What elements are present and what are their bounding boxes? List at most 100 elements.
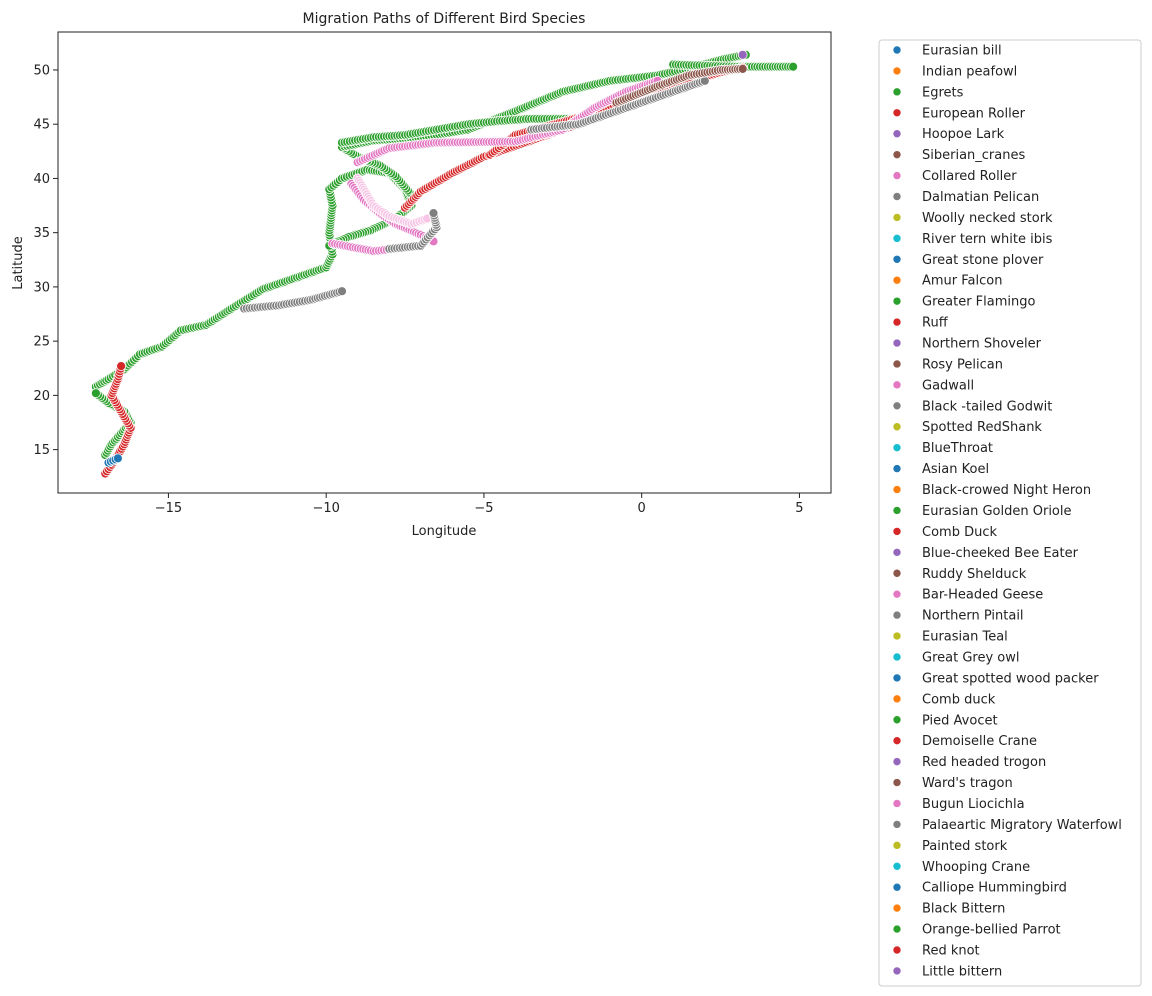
x-tick-label: 5 [795,501,803,516]
y-tick-label: 20 [33,389,50,404]
legend-label: Egrets [922,85,964,100]
legend-label: Eurasian Teal [922,630,1008,645]
legend-label: Ward's tragon [922,776,1013,791]
x-tick-label: 0 [638,501,646,516]
data-point [737,49,748,60]
legend-marker [892,150,902,159]
y-tick-label: 40 [33,172,50,187]
legend-label: Amur Falcon [922,274,1002,289]
legend-marker [892,443,902,452]
legend-marker [892,568,902,578]
legend-marker [892,882,902,892]
legend-label: Northern Pintail [922,609,1024,624]
legend-marker [892,820,902,829]
legend-box [878,39,1142,987]
y-tick-label: 15 [33,443,50,458]
legend-label: Bar-Headed Geese [922,588,1043,603]
legend-label: Ruff [922,316,949,331]
legend-marker [892,631,902,641]
legend-marker [892,192,902,201]
y-tick-label: 50 [33,63,50,78]
data-point [113,453,123,464]
legend-label: Little bittern [922,964,1002,979]
legend-label: Gadwall [922,378,974,393]
legend-marker [892,694,902,704]
legend-label: Blue-cheeked Bee Eater [922,546,1079,561]
legend-label: Eurasian bill [922,44,1002,59]
legend-marker [892,861,902,871]
legend-label: Painted stork [922,839,1008,854]
legend-label: Black -tailed Godwit [922,399,1052,414]
legend-label: Rosy Pelican [922,357,1003,372]
legend-label: Ruddy Shelduck [922,567,1027,582]
x-tick-label: −10 [312,501,339,516]
legend-marker [892,45,902,55]
y-axis: 15 20 25 30 35 40 45 50 [33,63,58,458]
legend-label: Comb Duck [922,525,997,540]
legend-label: Greater Flamingo [922,295,1035,310]
legend-marker [892,108,902,118]
legend-marker [892,338,902,348]
legend-marker [892,66,902,76]
data-point [788,61,798,72]
legend-label: BlueThroat [922,441,993,456]
legend-label: Palaeartic Migratory Waterfowl [922,818,1122,833]
chart-title: Migration Paths of Different Bird Specie… [303,11,586,27]
legend-label: Red knot [922,943,980,958]
legend-marker [892,422,902,432]
data-points [91,49,798,479]
legend-label: Black-crowed Night Heron [922,483,1091,498]
legend-marker [892,234,902,243]
legend-label: Hoopoe Lark [922,127,1005,142]
legend-label: Calliope Hummingbird [922,881,1067,896]
legend: Eurasian bill Indian peafowl Egrets Europea… [878,39,1142,987]
legend-marker [892,506,902,515]
legend-label: Woolly necked stork [922,211,1053,226]
legend-marker [892,841,902,850]
y-tick-label: 35 [33,226,50,241]
legend-label: Orange-bellied Parrot [922,923,1061,938]
legend-label: European Roller [922,106,1026,121]
legend-marker [892,171,902,180]
data-point [428,208,439,219]
legend-marker [892,213,902,222]
legend-label: Demoiselle Crane [922,734,1037,749]
data-point [737,64,748,74]
legend-marker [892,87,902,97]
legend-marker [892,359,902,369]
legend-label: Pied Avocet [922,713,998,728]
legend-label: Great Grey owl [922,650,1019,665]
legend-marker [892,401,902,411]
legend-label: Spotted RedShank [922,420,1042,435]
y-tick-label: 45 [33,118,50,133]
legend-marker [892,715,902,725]
legend-marker [892,485,902,494]
y-tick-label: 25 [33,335,50,350]
x-tick-label: −5 [474,501,493,516]
legend-marker [892,548,902,557]
legend-marker [892,673,902,683]
legend-label: Indian peafowl [922,64,1017,79]
legend-marker [892,778,902,787]
legend-label: Siberian_cranes [922,148,1025,163]
legend-label: River tern white ibis [922,232,1053,247]
legend-marker [892,129,902,139]
legend-label: Eurasian Golden Oriole [922,504,1072,519]
y-axis-label: Latitude [11,236,26,290]
legend-marker [892,945,902,955]
legend-marker [892,317,902,327]
legend-marker [892,296,902,306]
legend-marker [892,652,902,662]
legend-marker [892,757,902,766]
legend-label: Red headed trogon [922,755,1046,770]
legend-label: Great spotted wood packer [922,671,1099,686]
y-tick-label: 30 [33,280,50,295]
legend-marker [892,736,902,745]
legend-marker [892,380,902,390]
legend-marker [892,589,902,599]
legend-label: Great stone plover [922,253,1044,268]
legend-marker [892,254,902,264]
legend-label: Collared Roller [922,169,1017,184]
x-axis-label: Longitude [412,524,477,539]
